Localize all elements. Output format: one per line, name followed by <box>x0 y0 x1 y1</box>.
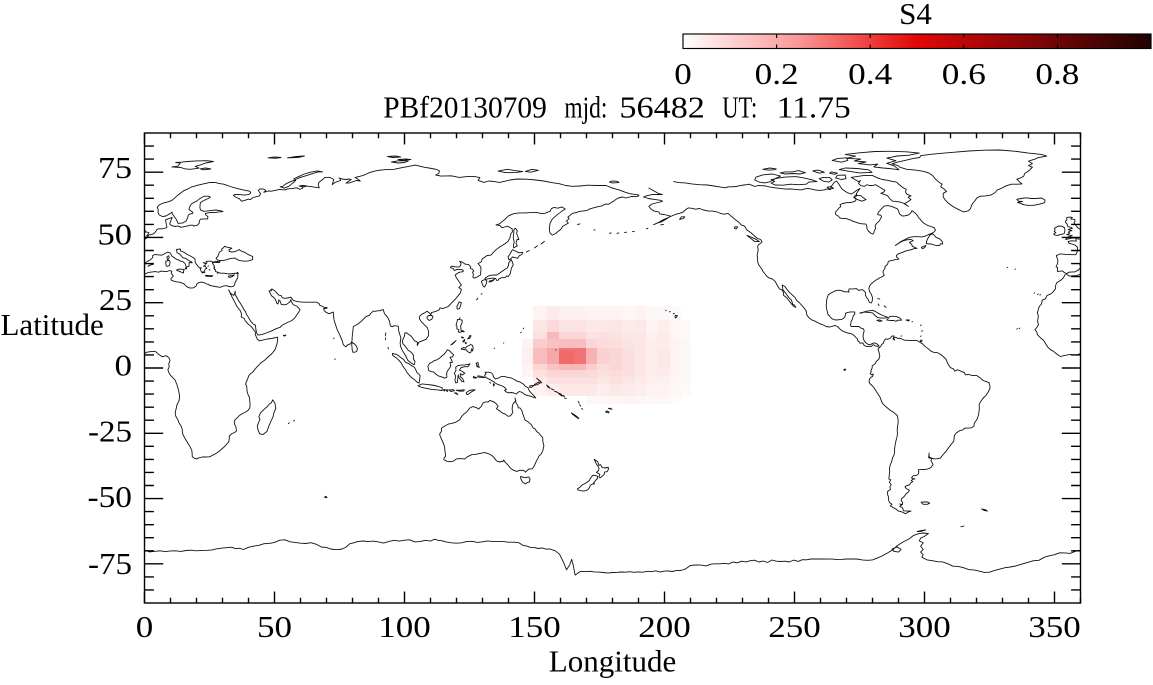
svg-text:0.2: 0.2 <box>755 56 799 91</box>
svg-text:300: 300 <box>898 609 951 644</box>
svg-text:350: 350 <box>1028 609 1081 644</box>
svg-text:75: 75 <box>98 150 132 185</box>
svg-text:-25: -25 <box>88 413 132 448</box>
svg-text:11.75: 11.75 <box>777 90 851 125</box>
svg-text:100: 100 <box>378 609 431 644</box>
svg-text:UT:: UT: <box>722 90 757 125</box>
svg-text:0: 0 <box>136 609 154 644</box>
svg-text:0.4: 0.4 <box>848 56 893 91</box>
svg-text:PBf20130709: PBf20130709 <box>383 90 547 125</box>
svg-text:25: 25 <box>99 282 132 317</box>
svg-text:Longitude: Longitude <box>549 644 676 679</box>
svg-text:0: 0 <box>115 348 133 383</box>
svg-text:0.8: 0.8 <box>1035 56 1079 91</box>
svg-text:56482: 56482 <box>619 90 705 125</box>
svg-text:mjd:: mjd: <box>564 90 607 125</box>
svg-text:150: 150 <box>508 609 561 644</box>
svg-text:-50: -50 <box>88 479 133 514</box>
svg-text:0.6: 0.6 <box>942 56 986 91</box>
svg-text:50: 50 <box>98 216 133 251</box>
svg-text:250: 250 <box>768 609 821 644</box>
svg-text:200: 200 <box>638 609 691 644</box>
svg-text:0: 0 <box>674 56 692 91</box>
svg-text:S4: S4 <box>899 0 932 31</box>
svg-text:-75: -75 <box>88 546 132 581</box>
svg-text:50: 50 <box>257 609 292 644</box>
svg-text:Latitude: Latitude <box>1 307 104 342</box>
